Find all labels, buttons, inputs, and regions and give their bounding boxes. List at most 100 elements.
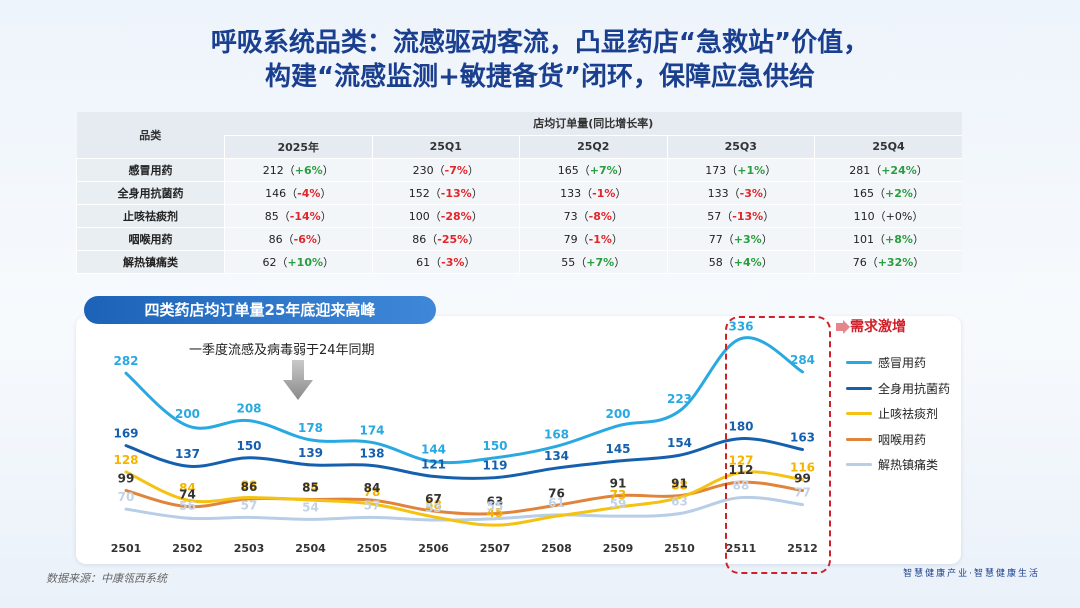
cell-value: 79 [563,232,578,246]
data-label: 86 [241,480,258,494]
legend-swatch [846,412,872,416]
cell-value: 77 [708,232,723,246]
series-line-1 [124,437,804,481]
cell-value: 61 [416,255,431,269]
table-group-header: 店均订单量(同比增长率) [224,112,962,136]
data-label: 84 [364,481,381,495]
x-tick-label: 2504 [295,542,326,555]
cell-value: 230 [412,163,434,177]
surge-highlight-box [725,316,831,574]
data-source: 数据来源：中康瓴西系统 [46,572,167,585]
data-label: 168 [544,427,569,441]
cell-change: -1% [592,186,616,200]
cell-value: 110 [853,209,875,223]
cell-value: 58 [708,255,723,269]
chart-title: 四类药店均订单量25年底迎来高峰 [84,296,436,324]
cell-change: +0% [885,209,913,223]
legend-swatch [846,463,872,467]
data-label: 163 [790,430,815,444]
cell-value: 86 [412,232,427,246]
table-row: 咽喉用药 86（-6%） 86（-25%） 79（-1%） 77（+3%） 101（+8%… [76,227,962,251]
cell-change: +10% [287,255,324,269]
cell-value: 212 [262,163,284,177]
series-line-0 [124,336,804,465]
cell-value: 152 [408,186,430,200]
series-line-2 [124,470,804,527]
legend-swatch [846,361,872,365]
data-label: 54 [302,500,319,514]
table-cell: 212（+6%） [224,158,372,182]
table-row-header: 品类 [76,112,225,159]
data-label: 284 [790,353,815,367]
legend-label: 解热镇痛类 [878,458,939,473]
cell-change: -13% [732,209,764,223]
cell-change: +7% [586,255,615,269]
data-label: 67 [425,492,442,506]
data-label: 112 [728,463,753,477]
table-cell-category: 咽喉用药 [76,227,225,251]
data-label: 88 [671,479,688,493]
cell-change: -14% [289,209,321,223]
arrow-right-icon [836,320,850,334]
data-label: 57 [364,498,381,512]
cell-value: 146 [265,186,287,200]
cell-value: 281 [849,163,871,177]
table-row: 全身用抗菌药 146（-4%） 152（-13%） 133（-1%） 133（-3%） 1… [76,181,962,205]
data-label: 119 [482,459,507,473]
data-label: 63 [671,495,688,509]
table-cell: 57（-13%） [666,204,815,228]
data-label: 154 [667,436,692,450]
data-label: 61 [548,496,565,510]
data-label: 55 [487,500,504,514]
cell-change: -1% [588,232,612,246]
cell-change: +8% [885,232,913,246]
table-cell: 61（-3%） [371,250,520,274]
slogan: 智慧健康产业·智慧健康生活 [903,569,1040,579]
cell-value: 165 [557,163,579,177]
data-label: 127 [728,454,753,468]
cell-change: +1% [737,163,766,177]
table-cell: 281（+24%） [814,158,962,182]
data-label: 116 [790,461,815,475]
data-label: 282 [113,354,138,368]
data-label: 150 [236,439,261,453]
data-label: 56 [179,499,196,513]
chart-annotation: 一季度流感及病毒弱于24年同期 [189,343,375,358]
data-label: 91 [610,477,627,491]
cell-value: 55 [561,255,576,269]
cell-value: 62 [262,255,277,269]
cell-value: 85 [264,209,279,223]
table-cell: 230（-7%） [371,158,520,182]
cell-change: -3% [739,186,763,200]
data-label: 58 [425,498,442,512]
data-label: 84 [302,481,319,495]
cell-value: 165 [853,186,875,200]
table-cell-category: 解热镇痛类 [76,250,225,274]
data-label: 99 [794,472,811,486]
x-tick-label: 2509 [603,542,634,555]
table-period-header: 25Q2 [519,135,667,159]
cell-change: -28% [440,209,472,223]
legend-swatch [846,437,872,441]
table-cell: 133（-1%） [519,181,667,205]
data-label: 85 [302,480,319,494]
x-tick-label: 2512 [787,542,818,555]
data-label: 78 [364,485,381,499]
cell-change: +3% [733,232,762,246]
x-tick-label: 2503 [234,542,265,555]
x-tick-label: 2505 [357,542,388,555]
table-cell: 76（+32%） [814,250,962,274]
table-period-header: 25Q3 [666,135,815,159]
data-label: 57 [241,498,258,512]
data-label: 77 [794,486,811,500]
legend-swatch [846,386,872,390]
data-label: 200 [175,407,200,421]
data-label: 208 [236,402,261,416]
legend-label: 感冒用药 [878,356,927,371]
data-label: 137 [175,447,200,461]
data-label: 53 [425,501,442,515]
legend-item: 感冒用药 [846,350,950,376]
cell-change: +4% [733,255,762,269]
cell-change: +7% [589,163,618,177]
cell-value: 73 [563,209,578,223]
